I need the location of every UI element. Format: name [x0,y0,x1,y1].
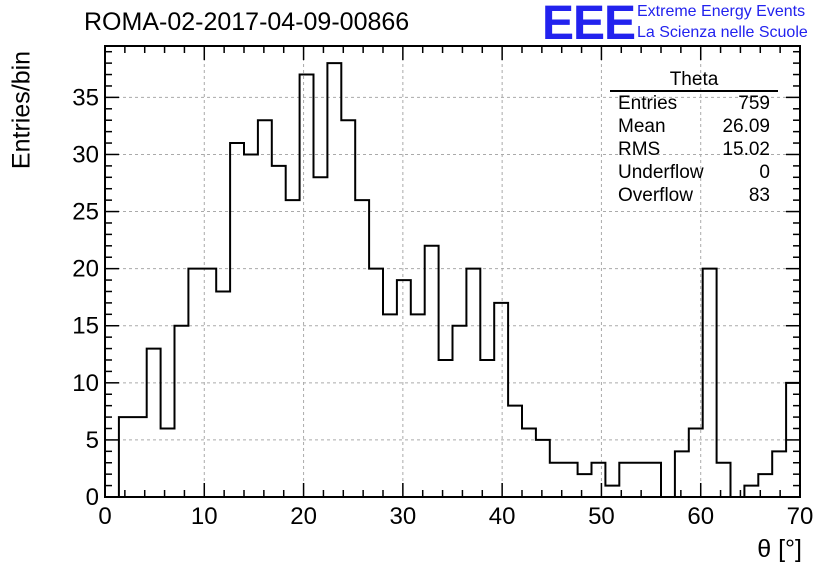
x-tick-label: 40 [489,503,516,530]
stats-row-entries: Entries 759 [610,92,778,115]
stats-value: 83 [748,185,770,206]
plot-frame [104,45,801,498]
chart-title: ROMA-02-2017-04-09-00866 [84,8,410,36]
stats-value: 15.02 [722,139,770,160]
y-tick-label: 20 [72,256,99,283]
y-tick-label: 15 [72,313,99,340]
stats-value: 0 [759,162,770,183]
x-tick-label: 50 [588,503,615,530]
x-axis-label: θ [°] [757,535,802,563]
stats-row-overflow: Overflow 83 [610,184,778,207]
grid-lines [105,46,800,497]
stats-value: 26.09 [722,116,770,137]
stats-label: Underflow [618,162,704,183]
brand-line-1: Extreme Energy Events [637,3,806,20]
y-tick-label: 10 [72,370,99,397]
stats-value: 759 [738,93,770,114]
eee-logo: EEE [542,0,636,50]
brand-line-2: La Scienza nelle Scuole [637,24,808,41]
y-tick-label: 0 [86,484,99,511]
x-tick-label: 60 [687,503,714,530]
x-tick-label: 30 [390,503,417,530]
y-tick-label: 30 [72,141,99,168]
x-tick-label: 20 [290,503,317,530]
y-axis-label: Entries/bin [7,50,36,170]
tick-labels: 0 10 20 30 40 50 60 70 0 5 10 15 20 25 30 35 [72,84,813,530]
stats-label: Overflow [618,185,693,206]
stats-label: Entries [618,93,678,114]
y-tick-label: 5 [86,427,99,454]
stats-label: RMS [618,139,661,160]
stats-row-rms: RMS 15.02 [610,138,778,161]
stats-title: Theta [610,70,778,92]
x-tick-label: 10 [191,503,218,530]
x-tick-label: 0 [98,503,111,530]
stats-label: Mean [618,116,666,137]
axis-ticks [104,46,801,498]
y-tick-label: 35 [72,84,99,111]
x-tick-label: 70 [787,503,814,530]
stats-row-mean: Mean 26.09 [610,115,778,138]
stats-box: Theta Entries 759 Mean 26.09 RMS 15.02 U… [610,70,778,207]
y-tick-label: 25 [72,199,99,226]
stats-row-underflow: Underflow 0 [610,161,778,184]
histogram-outline [105,62,801,498]
